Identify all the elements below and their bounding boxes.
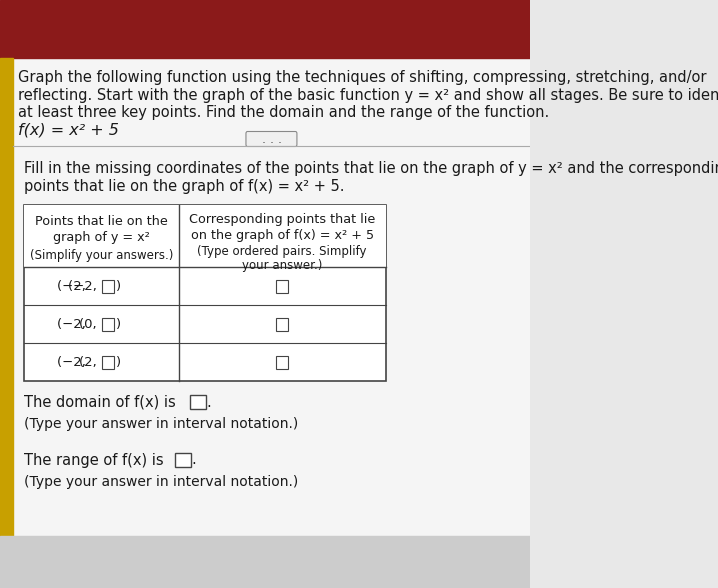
Text: Fill in the missing coordinates of the points that lie on the graph of y = x² an: Fill in the missing coordinates of the p… (24, 161, 718, 176)
Text: reflecting. Start with the graph of the basic function y = x² and show all stage: reflecting. Start with the graph of the … (19, 88, 718, 102)
Text: ): ) (116, 279, 121, 292)
FancyBboxPatch shape (246, 132, 297, 146)
Text: Corresponding points that lie: Corresponding points that lie (189, 213, 376, 226)
Text: .: . (191, 453, 196, 467)
Text: (Simplify your answers.): (Simplify your answers.) (29, 249, 173, 262)
Text: .: . (206, 395, 211, 409)
Text: on the graph of f(x) = x² + 5: on the graph of f(x) = x² + 5 (190, 229, 373, 242)
Text: (0,: (0, (79, 318, 101, 330)
Text: (Type ordered pairs. Simplify: (Type ordered pairs. Simplify (197, 245, 367, 258)
Bar (190, 395, 206, 409)
Text: . . .: . . . (262, 132, 281, 145)
Text: ): ) (116, 356, 121, 369)
Text: at least three key points. Find the domain and the range of the function.: at least three key points. Find the doma… (19, 105, 550, 120)
Text: f(x) = x² + 5: f(x) = x² + 5 (19, 122, 119, 137)
Text: (2,: (2, (79, 356, 101, 369)
Bar (24, 205, 386, 267)
Bar (276, 356, 289, 369)
Bar (102, 318, 114, 330)
Text: (−2,: (−2, (57, 356, 90, 369)
Text: ): ) (116, 318, 121, 330)
Bar (276, 318, 289, 330)
Text: (−2,: (−2, (57, 318, 90, 330)
Bar (0, 58, 14, 588)
Text: (−2,: (−2, (57, 279, 90, 292)
Text: Points that lie on the: Points that lie on the (34, 215, 167, 228)
Text: graph of y = x²: graph of y = x² (52, 231, 149, 244)
Text: (−2,: (−2, (68, 279, 101, 292)
Text: The range of f(x) is: The range of f(x) is (24, 453, 168, 467)
Text: your answer.): your answer.) (242, 259, 322, 272)
Bar (24, 205, 386, 381)
Text: points that lie on the graph of f(x) = x² + 5.: points that lie on the graph of f(x) = x… (24, 179, 344, 193)
Bar (0, 536, 531, 588)
Text: The domain of f(x) is: The domain of f(x) is (24, 395, 180, 409)
Bar (102, 356, 114, 369)
Bar (102, 279, 114, 292)
Bar (276, 279, 289, 292)
Text: Graph the following function using the techniques of shifting, compressing, stre: Graph the following function using the t… (19, 70, 707, 85)
Text: (Type your answer in interval notation.): (Type your answer in interval notation.) (24, 475, 298, 489)
Bar (175, 453, 191, 467)
Text: (Type your answer in interval notation.): (Type your answer in interval notation.) (24, 417, 298, 431)
Bar (0, 0, 531, 58)
